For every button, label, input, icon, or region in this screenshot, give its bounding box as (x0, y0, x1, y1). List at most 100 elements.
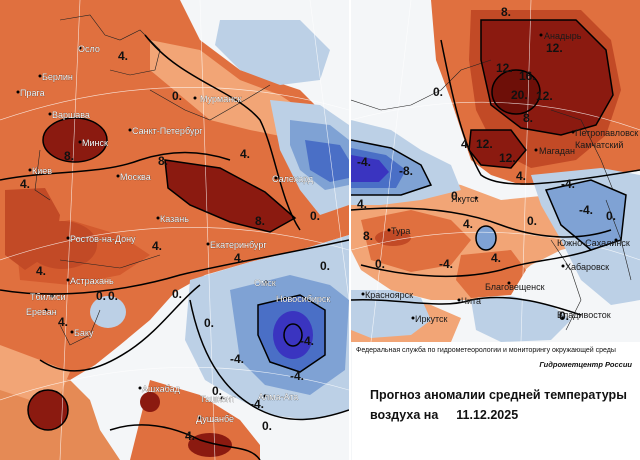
isotherm-label: 0. (108, 289, 118, 303)
isotherm-label: -4. (230, 352, 244, 366)
city-label: Минск (82, 138, 108, 148)
forecast-title-line2: воздуха на 11.12.2025 (370, 408, 518, 422)
city-label: Душанбе (196, 414, 234, 424)
isotherm-label: 0. (96, 289, 106, 303)
isotherm-label: 4. (58, 315, 68, 329)
isotherm-label: 4. (240, 147, 250, 161)
agency-name: Федеральная служба по гидрометеорологии … (356, 347, 616, 354)
isotherm-label: 12. (546, 41, 563, 55)
west-city-labels: Осло Берлин Прага Варшава Санкт-Петербур… (16, 44, 331, 424)
isotherm-label: 4. (20, 177, 30, 191)
isotherm-label: 0. (172, 89, 182, 103)
isotherm-label: 4. (118, 49, 128, 63)
isotherm-label: 0. (375, 257, 385, 271)
city-label: Баку (74, 328, 94, 338)
isotherm-label: 0. (606, 209, 616, 223)
isotherm-label: 0. (204, 316, 214, 330)
city-label: Казань (160, 214, 189, 224)
isotherm-label: 12. (536, 89, 553, 103)
isotherm-label: 8. (501, 5, 511, 19)
city-label: Петропавловск (575, 128, 638, 138)
city-label: Красноярск (365, 290, 413, 300)
isotherm-label: 12. (476, 137, 493, 151)
warm-core-west (43, 118, 107, 162)
city-label: Астрахань (70, 276, 114, 286)
isotherm-label: -4. (290, 369, 304, 383)
city-label: Санкт-Петербург (132, 126, 203, 136)
isotherm-label: 8. (255, 214, 265, 228)
east-isotherm-labels: 8. 12. 12. 16. 12. 20. 12. 12. 8. 4. 0. … (357, 5, 616, 323)
isotherm-label: -4. (579, 203, 593, 217)
forecast-date: 11.12.2025 (456, 408, 519, 422)
city-label: Чита (461, 296, 481, 306)
isotherm-label: 0. (433, 85, 443, 99)
east-city-labels: Анадырь Петропавловск Камчатский Магадан… (361, 31, 638, 324)
city-label: Южно-Сахалинск (557, 238, 630, 248)
isotherm-label: 12. (499, 151, 516, 165)
warm-core-volga (165, 160, 295, 232)
isotherm-label: 0. (310, 209, 320, 223)
city-label: Якутск (451, 194, 479, 204)
isotherm-label: -8. (399, 164, 413, 178)
city-label: Салехард (272, 174, 314, 184)
isotherm-label: -4. (439, 257, 453, 271)
isotherm-label: 4. (234, 251, 244, 265)
isotherm-label: 4. (461, 137, 471, 151)
isotherm-label: 12. (496, 61, 513, 75)
city-label: Новосибирск (276, 294, 330, 304)
isotherm-label: 0. (172, 287, 182, 301)
city-label: Ташкент (200, 394, 235, 404)
isotherm-label: 8. (64, 149, 74, 163)
city-label: Владивосток (557, 310, 611, 320)
city-label: Прага (20, 88, 45, 98)
isotherm-label: 4. (516, 169, 526, 183)
isotherm-label: 4. (491, 251, 501, 265)
city-label: Берлин (42, 72, 73, 82)
isotherm-label: 0. (320, 259, 330, 273)
isotherm-label: 16. (519, 69, 536, 83)
isotherm-label: 0. (262, 419, 272, 433)
cold-area-north (215, 20, 330, 85)
isotherm-label: 0. (451, 189, 461, 203)
west-map-panel: 4. 0. 4. 8. 4. 8. 8. 0. 4. 4. 4. 0. 4. 0… (0, 0, 349, 460)
city-label: Варшава (52, 110, 90, 120)
city-label: Омск (254, 278, 276, 288)
isotherm-label: 4. (152, 239, 162, 253)
city-label: Москва (120, 172, 151, 182)
cold-core-taimyr (351, 155, 389, 182)
panel-divider (349, 0, 351, 460)
city-label: Екатеринбург (210, 240, 267, 250)
city-label: Мурманск (200, 94, 242, 104)
city-label: Киев (32, 166, 52, 176)
city-label: Магадан (539, 146, 575, 156)
west-map: 4. 0. 4. 8. 4. 8. 8. 0. 4. 4. 4. 0. 4. 0… (0, 0, 349, 460)
city-label: Тура (391, 226, 410, 236)
city-label: Хабаровск (565, 262, 609, 272)
city-label: Камчатский (575, 140, 623, 150)
city-label: Ашхабад (142, 384, 181, 394)
isotherm-label: 0. (559, 309, 569, 323)
city-label: Алма-Ата (258, 392, 298, 402)
forecast-date-prefix: воздуха на (370, 408, 439, 422)
isotherm-label: 0. (527, 214, 537, 228)
isotherm-label: 8. (158, 154, 168, 168)
isotherm-label: -4. (250, 397, 264, 411)
city-label: Анадырь (544, 31, 582, 41)
center-name: Гидрометцентр России (539, 360, 632, 369)
isotherm-label: 4. (36, 264, 46, 278)
isotherm-label: 8. (363, 229, 373, 243)
cold-core-siberia (273, 311, 313, 359)
isotherm-label: 20. (511, 88, 528, 102)
west-isotherm-labels: 4. 0. 4. 8. 4. 8. 8. 0. 4. 4. 4. 0. 4. 0… (20, 49, 330, 443)
city-label: Иркутск (415, 314, 448, 324)
isotherm-label: 4. (185, 429, 195, 443)
forecast-title: Прогноз аномалии средней температуры (370, 388, 627, 402)
isotherm-label: -4. (300, 334, 314, 348)
city-label: Благовещенск (485, 282, 545, 292)
city-label: Осло (78, 44, 100, 54)
forecast-info-box: Федеральная служба по гидрометеорологии … (352, 342, 640, 460)
city-label: Ереван (26, 307, 57, 317)
isotherm-label: 0. (212, 384, 222, 398)
isotherm-label: 8. (523, 111, 533, 125)
